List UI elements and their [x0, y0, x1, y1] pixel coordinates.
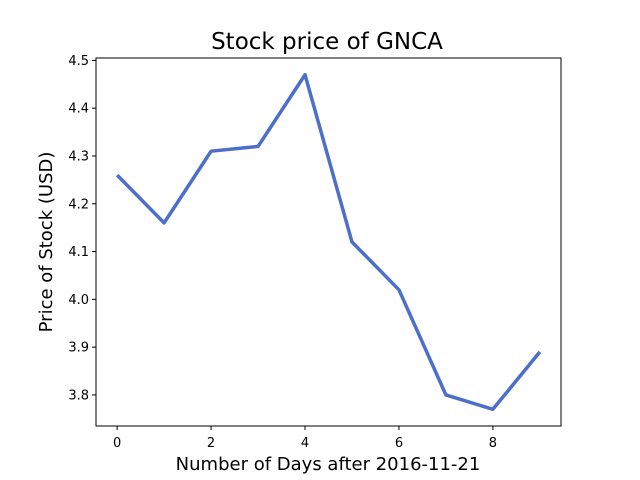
- y-tick-label: 3.8: [68, 388, 89, 403]
- y-tick-label: 4.5: [68, 54, 89, 69]
- x-tick-label: 0: [113, 436, 121, 451]
- chart-title: Stock price of GNCA: [211, 29, 443, 55]
- x-axis-ticks: 0 2 4 6 8: [113, 426, 497, 451]
- x-tick-label: 6: [395, 436, 403, 451]
- y-axis-ticks: 3.8 3.9 4.0 4.1 4.2 4.3 4.4 4.5: [68, 54, 96, 403]
- y-tick-label: 3.9: [68, 341, 89, 356]
- y-tick-label: 4.4: [68, 102, 89, 117]
- price-series-line: [115, 72, 542, 412]
- x-axis-label: Number of Days after 2016-11-21: [176, 454, 481, 475]
- x-tick-label: 4: [301, 436, 309, 451]
- y-tick-label: 4.0: [68, 293, 89, 308]
- y-tick-label: 4.2: [68, 197, 89, 212]
- y-axis-label: Price of Stock (USD): [36, 152, 57, 333]
- y-tick-label: 4.3: [68, 149, 89, 164]
- plot-frame: [95, 57, 562, 427]
- y-tick-label: 4.1: [68, 245, 89, 260]
- x-tick-label: 2: [207, 436, 215, 451]
- x-tick-label: 8: [489, 436, 497, 451]
